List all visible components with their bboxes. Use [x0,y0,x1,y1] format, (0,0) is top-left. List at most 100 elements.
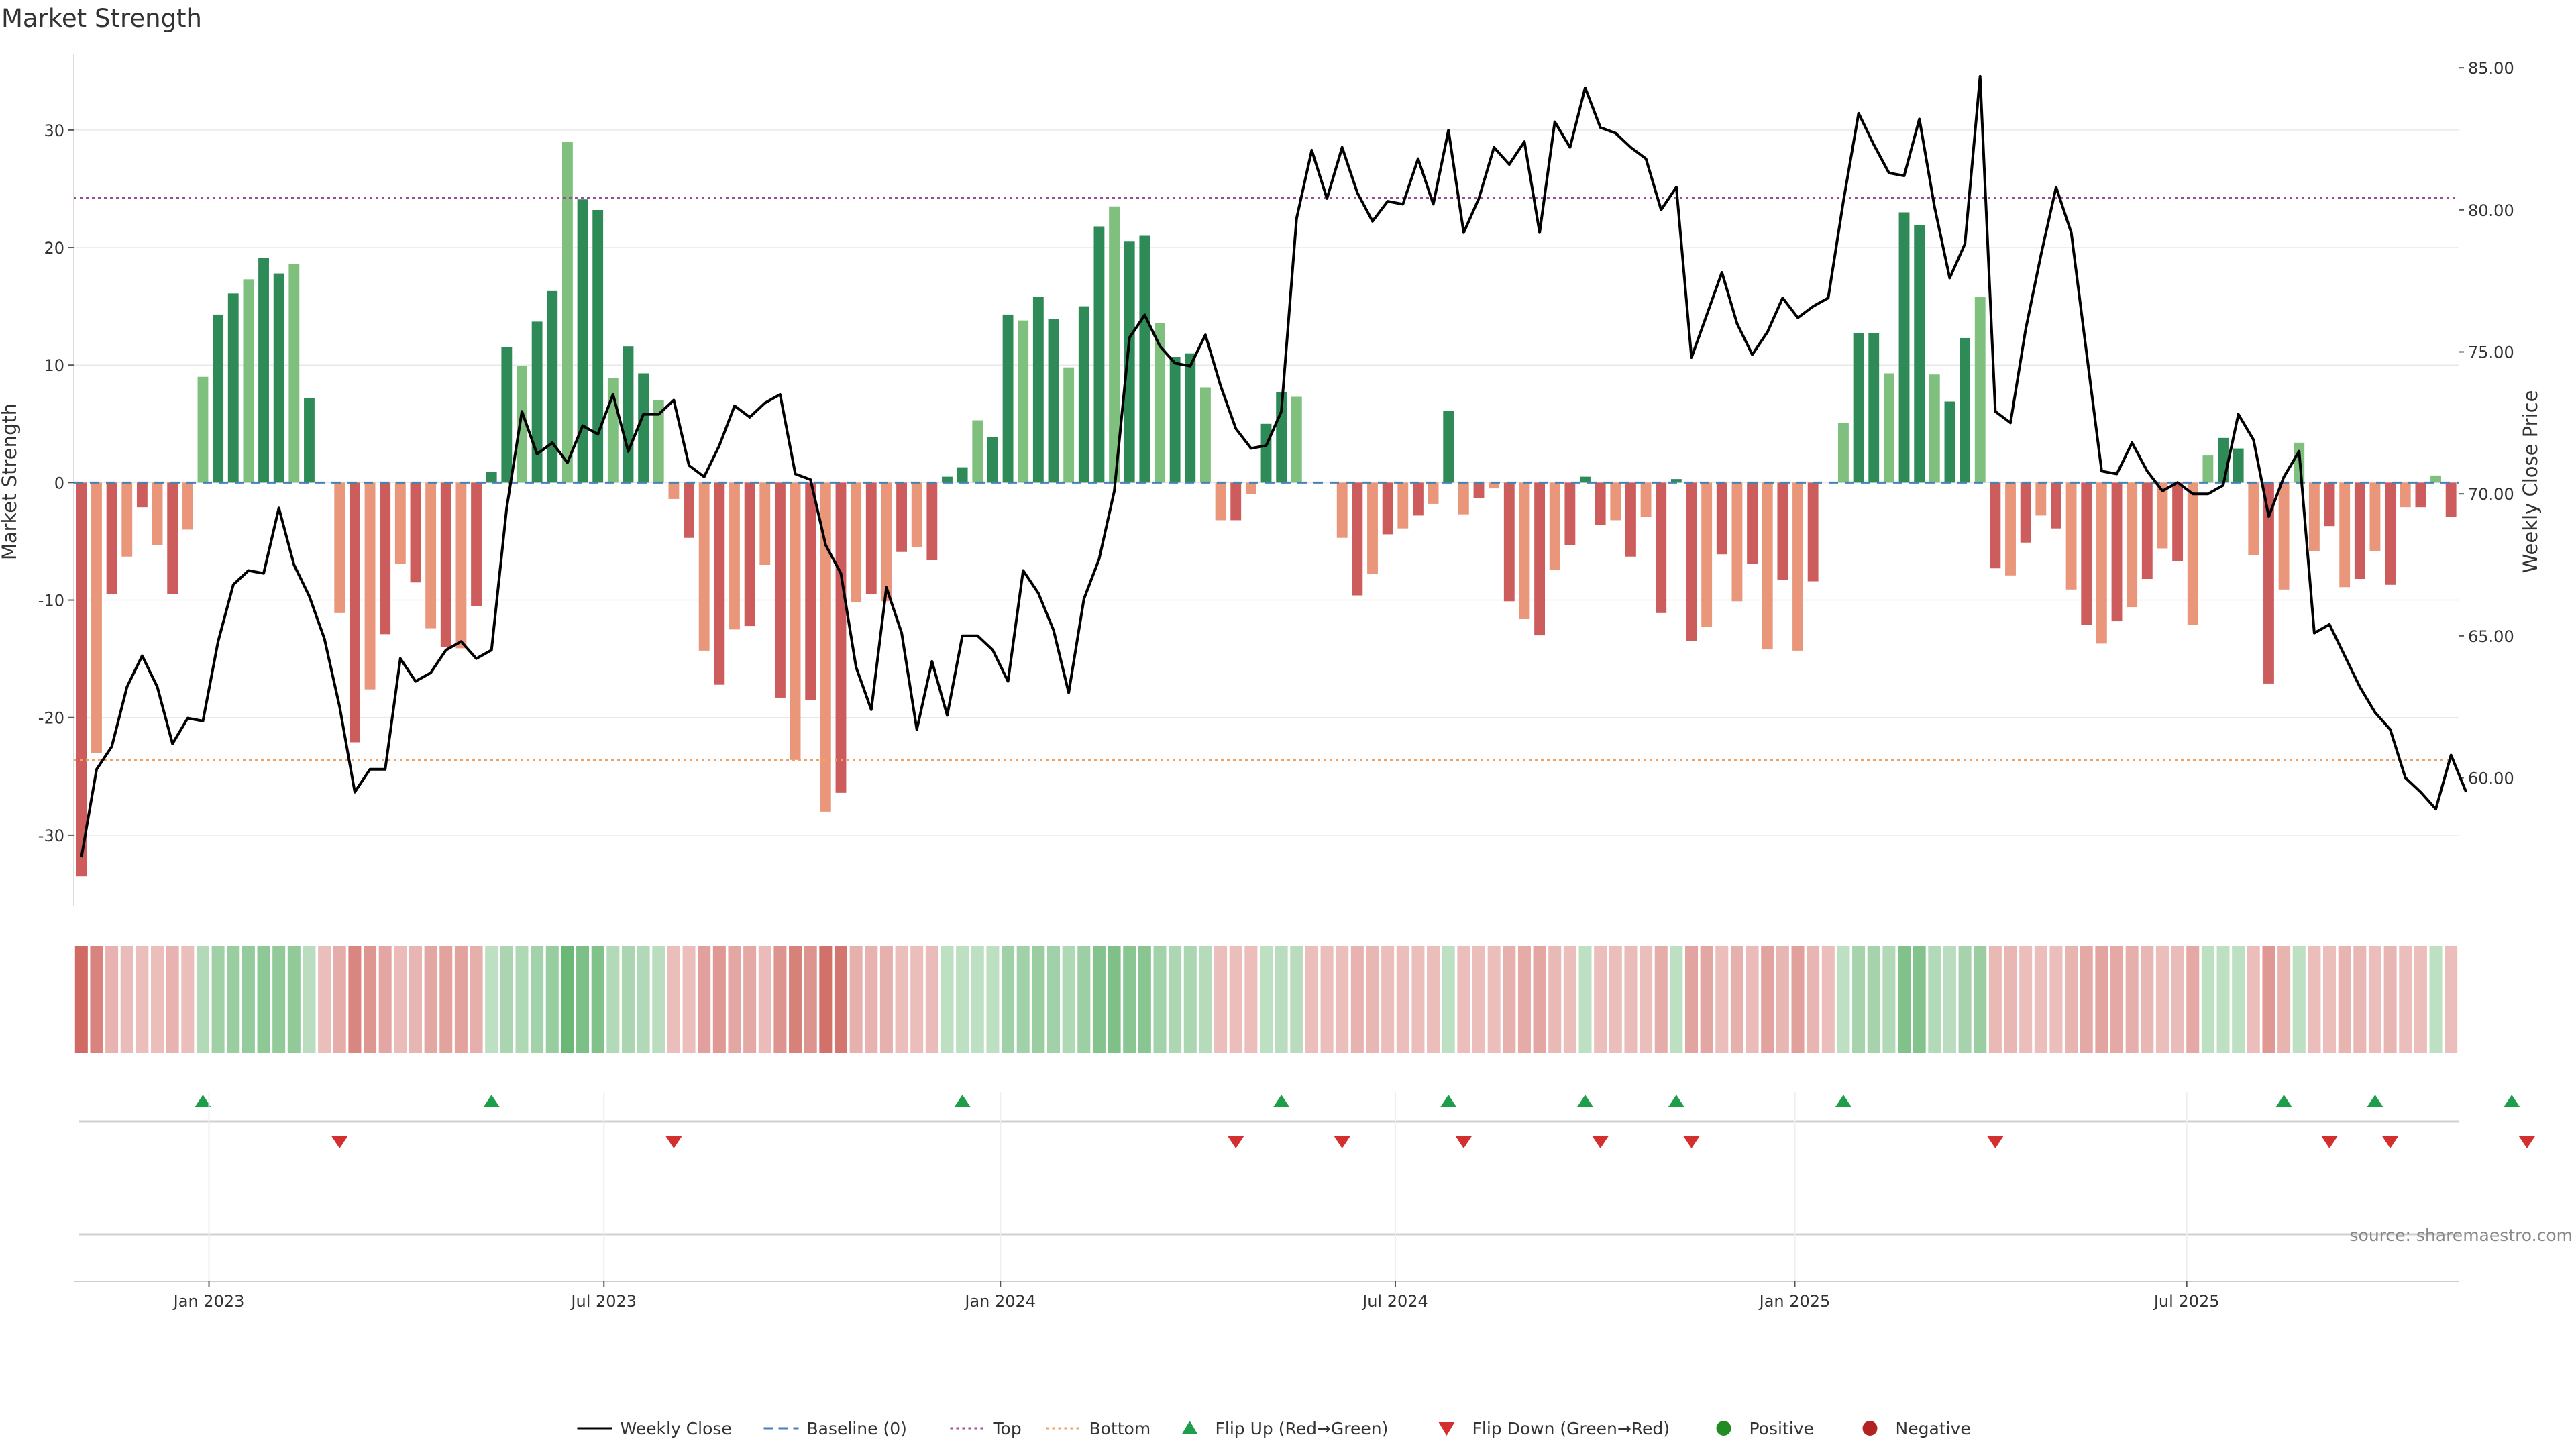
negative-bar [881,482,892,602]
negative-bar [2415,482,2426,508]
heat-cell [652,946,665,1053]
heat-cell [1821,946,1835,1053]
negative-bar [1610,482,1621,521]
flip-up-marker [1577,1095,1594,1107]
negative-bar [2141,482,2153,580]
flip-down-marker [1334,1136,1350,1148]
positive-bar [1200,387,1211,483]
negative-bar [334,482,345,613]
heat-cell [2323,946,2337,1053]
flip-up-marker [1835,1095,1851,1107]
left-tick-label: 10 [44,356,64,375]
negative-bar [1413,482,1424,516]
x-tick-label: Jul 2024 [1361,1292,1428,1311]
heat-cell [637,946,650,1053]
flip-up-marker [954,1095,971,1107]
left-tick-label: -20 [38,709,64,728]
positive-bar [1260,423,1272,483]
negative-bar [2172,482,2184,561]
heat-cell [394,946,407,1053]
positive-bar [1155,323,1165,483]
x-tick-label: Jan 2024 [963,1292,1036,1311]
negative-bar [1807,482,1819,582]
right-axis-ticks: 60.00 65.00 70.00 75.00 80.00 85.00 [2459,59,2514,788]
negative-bar [2187,482,2198,625]
negative-bar [2400,482,2411,508]
flip-down-marker [2321,1136,2338,1148]
heat-cell [1700,946,1713,1053]
heat-cell [1229,946,1242,1053]
heat-cell [2232,946,2245,1053]
heat-cell [561,946,574,1053]
positive-bar [531,321,543,483]
heat-cell [2080,946,2093,1053]
heat-cell [941,946,954,1053]
heat-cell [136,946,149,1053]
negative-bar [684,482,694,538]
negative-bar [1534,482,1546,636]
heat-cell [1624,946,1638,1053]
positive-bar [227,293,239,483]
heat-cell [1791,946,1805,1053]
heat-cell [409,946,422,1053]
heat-cell [2338,946,2351,1053]
heat-cell [1427,946,1440,1053]
negative-bar [425,482,437,629]
heat-cell [2414,946,2427,1053]
negative-bar [380,482,391,635]
heat-cell [1169,946,1182,1053]
heat-cell [834,946,847,1053]
heat-cell [1411,946,1425,1053]
heat-cell [531,946,544,1053]
price-line-group [80,74,2468,858]
positive-bar [638,373,649,483]
heat-cell [364,946,377,1053]
heat-cell [1517,946,1531,1053]
negative-bar [835,482,847,793]
negative-bar [91,482,102,753]
positive-bar [2233,448,2244,483]
flip-up-marker [1273,1095,1290,1107]
negative-bar [2157,482,2168,549]
heat-cell [1199,946,1212,1053]
negative-bar [2248,482,2259,555]
heat-cell [712,946,726,1053]
legend-label: Baseline (0) [807,1419,907,1438]
flip-up-marker [1440,1095,1457,1107]
heat-cell [2141,946,2154,1053]
negative-bar [865,482,877,594]
negative-bar [471,482,482,606]
heat-cell [1108,946,1121,1053]
heat-cell [1807,946,1820,1053]
heat-cell [925,946,938,1053]
heat-cell [1290,946,1303,1053]
negative-bar [455,482,467,649]
flip-down-marker [1228,1136,1244,1148]
x-axis: Jan 2023 Jul 2023 Jan 2024 Jul 2024 Jan 2025… [74,1092,2459,1311]
negative-bar [1990,482,2001,569]
positive-bar [1443,411,1454,483]
flip-down-marker [1683,1136,1700,1148]
heat-cell [682,946,696,1053]
negative-bar [1458,482,1469,515]
heat-cell [196,946,209,1053]
legend-label: Negative [1896,1419,1971,1438]
negative-bar [136,482,148,508]
right-axis-title: Weekly Close Price [2519,390,2542,574]
heat-cell [500,946,513,1053]
positive-bar [258,258,269,483]
flip-up-marker [195,1095,211,1107]
heat-cell [2292,946,2306,1053]
positive-bar [197,376,209,483]
positive-bar [1078,306,1089,483]
negative-bar [759,482,771,565]
flip-down-marker [1455,1136,1472,1148]
heat-cell [2171,946,2184,1053]
positive-bar [1032,297,1044,483]
heat-cell [1472,946,1486,1053]
positive-bar [1291,396,1302,483]
positive-bar [1838,423,1849,483]
negative-bar [2308,482,2320,551]
heat-cell [956,946,969,1053]
negative-bar [2005,482,2016,576]
